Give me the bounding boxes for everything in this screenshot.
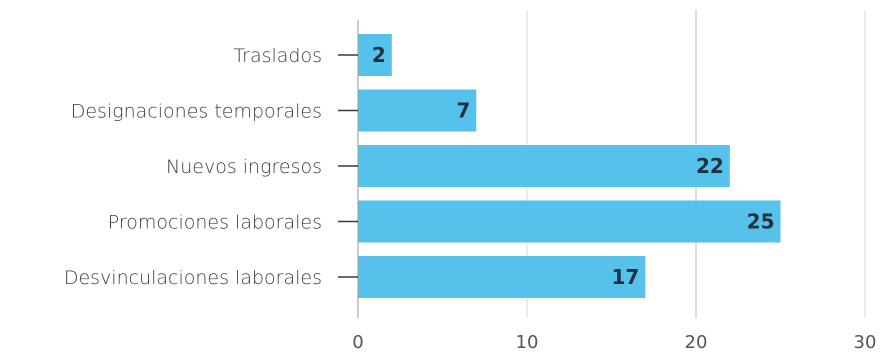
bar [358, 200, 781, 243]
category-label: Nuevos ingresos [166, 156, 322, 178]
bar [358, 145, 730, 187]
bar [358, 34, 392, 76]
value-labels: 2 7 22 25 17 [372, 43, 775, 289]
x-tick-label: 30 [854, 332, 877, 353]
category-label: Desvinculaciones laborales [64, 267, 322, 289]
category-label: Promociones laborales [108, 212, 322, 234]
value-label: 17 [611, 265, 639, 289]
value-label: 22 [696, 154, 724, 178]
x-tick-label: 10 [516, 332, 539, 353]
bar [358, 89, 477, 132]
x-tick-label: 20 [685, 332, 708, 353]
bars [358, 34, 781, 298]
category-label: Traslados [233, 45, 322, 67]
x-tick-label: 0 [352, 332, 363, 353]
y-axis [338, 20, 359, 318]
bar [358, 256, 646, 298]
x-tick-labels: 0 10 20 30 [352, 332, 876, 353]
value-label: 7 [456, 99, 470, 123]
category-label: Designaciones temporales [71, 101, 322, 123]
category-labels: Traslados Designaciones temporales Nuevos … [64, 45, 322, 289]
value-label: 2 [372, 43, 386, 67]
value-label: 25 [747, 210, 775, 234]
